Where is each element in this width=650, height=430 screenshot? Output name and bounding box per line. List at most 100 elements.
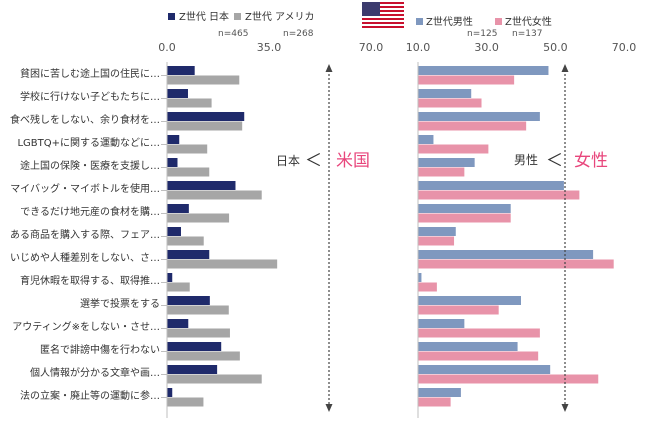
bar-male (418, 181, 564, 190)
bar-usa (167, 374, 262, 384)
legend-swatch-male (416, 18, 423, 25)
bar-japan (167, 204, 189, 213)
category-label: 学校に行けない子どもたちに… (20, 90, 160, 103)
legend-swatch-female (495, 18, 502, 25)
category-label: 法の立案・廃止等の運動に参… (20, 389, 160, 402)
bar-usa (167, 351, 240, 361)
bar-usa (167, 328, 230, 338)
bar-japan (167, 250, 210, 259)
n-label-extra: n=268 (283, 29, 314, 39)
bar-usa (167, 282, 190, 292)
right-x-tick-label: 50.0 (543, 41, 568, 54)
category-label: 匿名で誹謗中傷を行わない (40, 343, 160, 356)
bar-male (418, 204, 511, 213)
bar-japan (167, 112, 245, 121)
n-label-female: n=137 (512, 29, 542, 39)
bar-usa (167, 259, 278, 269)
category-label: 食べ残しをしない、余り食材を… (10, 113, 160, 126)
bar-female (418, 98, 482, 108)
legend-label-female: Z世代女性 (505, 15, 552, 28)
bar-japan (167, 135, 180, 144)
bar-japan (167, 89, 188, 98)
bar-male (418, 89, 472, 98)
us-flag-icon (362, 2, 404, 28)
left-reference-line-arrow-up-icon (325, 64, 333, 72)
bar-japan (167, 66, 195, 75)
bar-female (418, 351, 539, 361)
category-label: 育児休暇を取得する、取得推… (20, 274, 160, 287)
bar-female (418, 121, 527, 131)
bar-female (418, 374, 599, 384)
category-label: いじめや人種差別をしない、さ… (10, 251, 160, 264)
right-reference-line-arrow-down-icon (561, 404, 569, 412)
annotation-left-symbol: ＜ (305, 151, 322, 171)
bar-male (418, 388, 461, 397)
bar-male (418, 342, 518, 351)
bar-usa (167, 144, 208, 154)
annotation-right-symbol: ＜ (546, 151, 563, 171)
bar-male (418, 319, 465, 328)
bar-female (418, 190, 580, 200)
bar-usa (167, 397, 204, 407)
right-x-tick-label: 30.0 (474, 41, 499, 54)
left-x-tick-label: 35.0 (257, 41, 282, 54)
bar-male (418, 273, 422, 282)
left-x-tick-label: 70.0 (359, 41, 384, 54)
bar-female (418, 259, 614, 269)
bar-male (418, 227, 456, 236)
bar-japan (167, 158, 178, 167)
left-x-tick-label: 0.0 (158, 41, 176, 54)
bar-usa (167, 121, 243, 131)
bar-female (418, 328, 540, 338)
legend-label-male: Z世代男性 (426, 15, 473, 28)
legend-label-us: Z世代 アメリカ (245, 11, 315, 23)
annotation-left: 日本 ＜ 米国 (276, 151, 370, 171)
bar-female (418, 236, 455, 246)
bar-female (418, 305, 499, 315)
annotation-right: 男性 ＜ 女性 (514, 151, 608, 171)
bar-male (418, 112, 540, 121)
bar-usa (167, 213, 230, 223)
category-label: アウティング※をしない・させ… (12, 320, 160, 333)
category-label: 途上国の保険・医療を支援し… (20, 159, 160, 172)
legend-swatch-us (234, 13, 241, 20)
category-label: ある商品を購入する際、フェア… (10, 228, 160, 241)
category-label: マイバッグ・マイボトルを使用… (10, 182, 160, 195)
legend-swatch-jp (168, 13, 175, 20)
bar-male (418, 250, 594, 259)
bar-female (418, 75, 515, 85)
left-reference-line-arrow-down-icon (325, 404, 333, 412)
right-reference-line-arrow-up-icon (561, 64, 569, 72)
bar-male (418, 365, 551, 374)
category-label: できるだけ地元産の食材を購… (20, 205, 160, 218)
bar-usa (167, 98, 212, 108)
annotation-left-high: 米国 (336, 151, 370, 171)
bar-japan (167, 342, 222, 351)
bar-japan (167, 181, 236, 190)
bar-usa (167, 167, 210, 177)
bar-female (418, 282, 437, 292)
right-x-tick-label: 10.0 (406, 41, 431, 54)
category-label: LGBTQ+に関する運動などに… (17, 136, 160, 149)
bar-male (418, 135, 434, 144)
bar-japan (167, 296, 210, 305)
annotation-right-low: 男性 (514, 153, 538, 167)
bar-female (418, 167, 465, 177)
bar-female (418, 397, 451, 407)
bar-japan (167, 273, 173, 282)
bar-japan (167, 365, 218, 374)
category-label: 個人情報が分かる文章や画… (30, 366, 160, 379)
bar-female (418, 213, 511, 223)
bar-female (418, 144, 489, 154)
bar-male (418, 158, 475, 167)
n-label-us: n=465 (218, 29, 248, 39)
annotation-left-low: 日本 (276, 154, 300, 168)
n-label-male: n=125 (467, 29, 497, 39)
legend-label-jp: Z世代 日本 (179, 10, 229, 23)
bar-usa (167, 75, 240, 85)
bar-japan (167, 388, 173, 397)
bar-japan (167, 319, 189, 328)
bar-usa (167, 305, 229, 315)
bar-japan (167, 227, 181, 236)
